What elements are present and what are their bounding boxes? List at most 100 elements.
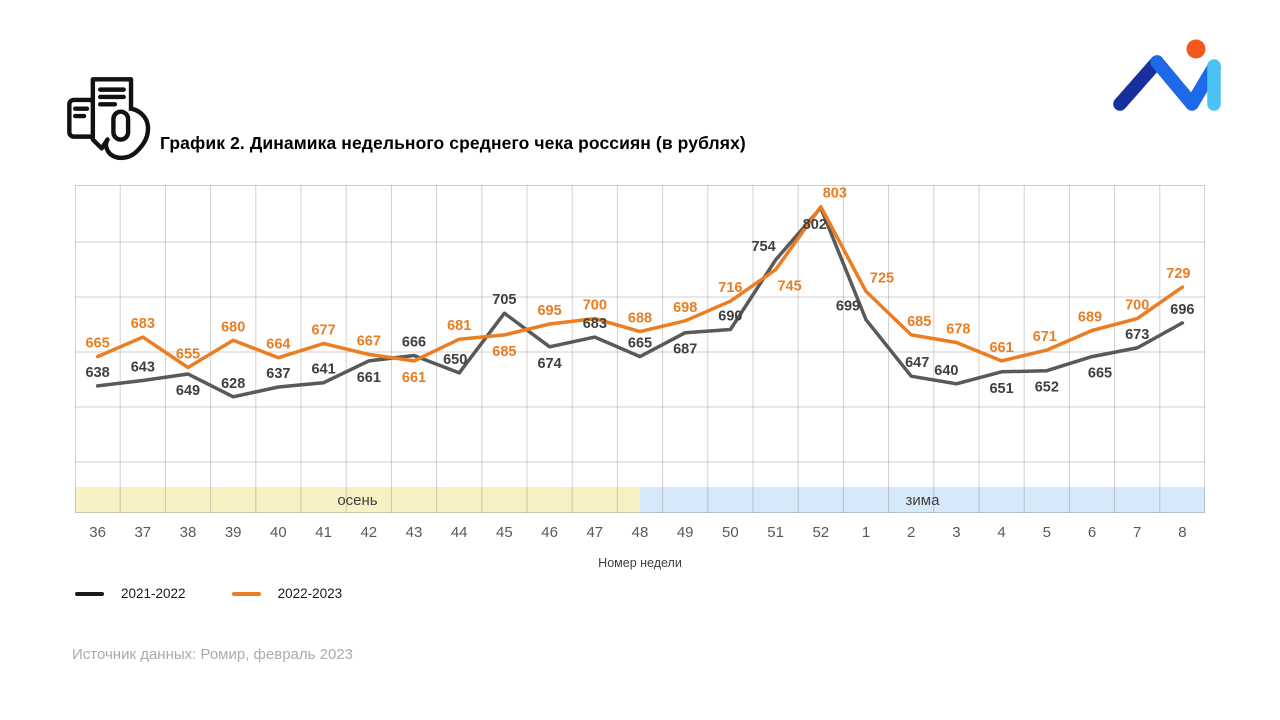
data-label-2022-2023: 725 <box>870 270 894 286</box>
data-label-2022-2023: 683 <box>131 316 155 332</box>
legend: 2021-2022 2022-2023 <box>75 586 342 601</box>
season-band-label: зима <box>906 492 941 509</box>
data-label-2021-2022: 638 <box>85 365 109 381</box>
brand-logo-svg <box>1113 39 1221 111</box>
data-label-2021-2022: 650 <box>443 352 467 368</box>
data-label-2022-2023: 671 <box>1033 329 1057 345</box>
data-label-2022-2023: 661 <box>989 340 1013 356</box>
season-band-0 <box>75 487 640 513</box>
x-axis-title: Номер недели <box>598 556 682 570</box>
receipt-icon-svg <box>67 77 151 161</box>
data-label-2022-2023: 685 <box>907 314 931 330</box>
data-label-2022-2023: 667 <box>357 333 381 349</box>
data-label-2021-2022: 665 <box>1088 366 1112 382</box>
page-title: График 2. Динамика недельного среднего ч… <box>160 133 746 153</box>
x-tick-label: 41 <box>315 524 332 541</box>
x-tick-label: 51 <box>767 524 784 541</box>
hand-finger <box>111 109 131 142</box>
data-label-2022-2023: 678 <box>946 322 970 338</box>
x-tick-label: 46 <box>541 524 558 541</box>
data-label-2021-2022: 673 <box>1125 327 1149 343</box>
x-tick-label: 44 <box>451 524 468 541</box>
data-label-2021-2022: 690 <box>718 309 742 325</box>
data-label-2021-2022: 628 <box>221 376 245 392</box>
legend-item-2021-2022: 2021-2022 <box>75 586 186 601</box>
chart-area: осень зима 638 643 649 628 637 641 661 666 650 705 6… <box>75 185 1205 570</box>
data-label-2022-2023: 655 <box>176 347 200 363</box>
data-label-2022-2023: 700 <box>1125 298 1149 314</box>
logo-stroke-navy <box>1113 55 1164 111</box>
data-label-2021-2022: 649 <box>176 383 200 399</box>
data-label-2022-2023: 716 <box>718 280 742 296</box>
x-tick-label: 8 <box>1178 524 1186 541</box>
data-label-2021-2022: 652 <box>1035 380 1059 396</box>
data-label-2021-2022: 802 <box>803 217 827 233</box>
logo-dot <box>1186 39 1206 59</box>
x-tick-label: 39 <box>225 524 242 541</box>
logo-stroke-royal <box>1150 55 1221 111</box>
data-label-2021-2022: 641 <box>311 362 335 378</box>
data-label-2021-2022: 637 <box>266 366 290 382</box>
data-label-2022-2023: 664 <box>266 337 290 353</box>
card-lines <box>73 106 90 119</box>
data-label-2021-2022: 643 <box>131 360 155 376</box>
x-tick-label: 45 <box>496 524 513 541</box>
data-label-2021-2022: 665 <box>628 336 652 352</box>
legend-label-2021-2022: 2021-2022 <box>121 586 186 601</box>
data-label-2021-2022: 640 <box>934 363 958 379</box>
data-label-2021-2022: 661 <box>357 370 381 386</box>
data-label-2021-2022: 696 <box>1170 302 1194 318</box>
series-line-2021-2022 <box>95 206 1185 399</box>
data-label-2022-2023: 661 <box>402 370 426 386</box>
receipt-in-hand-icon <box>62 72 156 166</box>
legend-swatch-2021-2022 <box>75 591 104 596</box>
data-label-2021-2022: 699 <box>836 299 860 315</box>
x-tick-label: 50 <box>722 524 739 541</box>
x-tick-label: 2 <box>907 524 915 541</box>
legend-swatch-2022-2023 <box>231 591 261 596</box>
data-label-2022-2023: 680 <box>221 319 245 335</box>
x-tick-label: 42 <box>360 524 377 541</box>
data-label-2022-2023: 700 <box>583 298 607 314</box>
data-source-note: Источник данных: Ромир, февраль 2023 <box>72 646 353 663</box>
data-label-2022-2023: 698 <box>673 300 697 316</box>
x-tick-label: 3 <box>952 524 960 541</box>
data-label-2021-2022: 683 <box>583 316 607 332</box>
x-tick-label: 4 <box>997 524 1005 541</box>
data-label-2021-2022: 754 <box>751 239 775 255</box>
x-tick-label: 1 <box>862 524 870 541</box>
season-band-1 <box>640 487 1205 513</box>
data-label-2022-2023: 745 <box>777 279 801 295</box>
data-label-2022-2023: 803 <box>823 186 847 202</box>
x-tick-label: 48 <box>632 524 649 541</box>
x-tick-label: 49 <box>677 524 694 541</box>
x-tick-label: 43 <box>406 524 423 541</box>
brand-logo <box>1108 36 1238 114</box>
x-tick-label: 5 <box>1043 524 1051 541</box>
x-tick-label: 36 <box>89 524 106 541</box>
plot-border <box>75 185 1205 513</box>
season-band-label: осень <box>337 492 377 509</box>
data-label-2022-2023: 688 <box>628 311 652 327</box>
legend-item-2022-2023: 2022-2023 <box>231 586 342 601</box>
data-label-2022-2023: 689 <box>1078 310 1102 326</box>
data-label-2021-2022: 674 <box>537 356 561 372</box>
data-label-2021-2022: 705 <box>492 292 516 308</box>
data-label-2022-2023: 677 <box>311 323 335 339</box>
series-line-2022-2023 <box>95 204 1185 370</box>
data-label-2021-2022: 666 <box>402 335 426 351</box>
x-tick-label: 37 <box>134 524 151 541</box>
data-label-2022-2023: 665 <box>85 336 109 352</box>
x-tick-label: 40 <box>270 524 287 541</box>
x-tick-label: 38 <box>180 524 197 541</box>
receipt-text-lines <box>97 87 126 107</box>
x-tick-label: 52 <box>812 524 829 541</box>
x-tick-label: 6 <box>1088 524 1096 541</box>
data-label-2021-2022: 687 <box>673 342 697 358</box>
data-label-2021-2022: 647 <box>905 355 929 371</box>
x-tick-label: 47 <box>586 524 603 541</box>
x-tick-label: 7 <box>1133 524 1141 541</box>
data-label-2022-2023: 729 <box>1166 266 1190 282</box>
data-label-2022-2023: 681 <box>447 318 471 334</box>
